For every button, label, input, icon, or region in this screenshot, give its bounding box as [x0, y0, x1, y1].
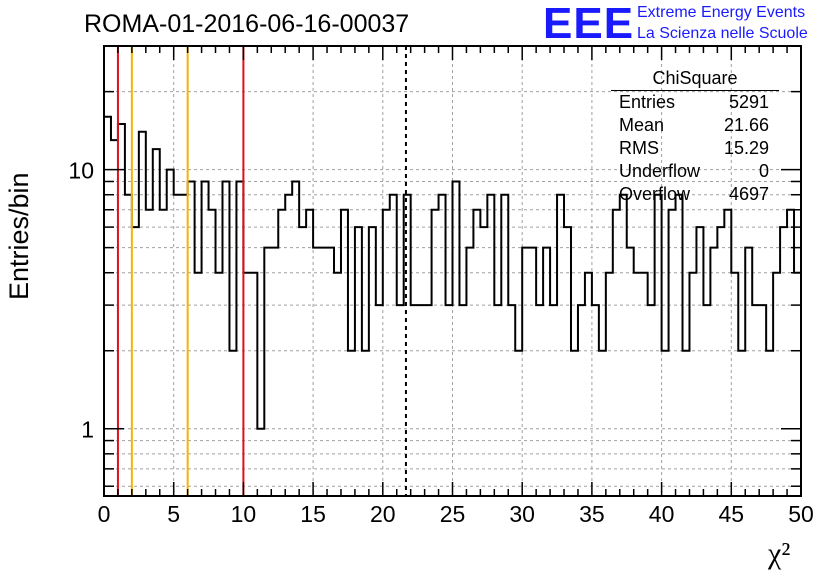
y-axis-label: Entries/bin: [4, 172, 34, 300]
stats-key: RMS: [619, 138, 659, 158]
logo-line-1: Extreme Energy Events: [637, 4, 806, 21]
stats-key: Mean: [619, 115, 665, 135]
plot-title: ROMA-01-2016-06-16-00037: [84, 10, 410, 38]
stats-value: 5291: [728, 92, 769, 112]
stats-title: ChiSquare: [611, 66, 779, 91]
histogram: [104, 115, 801, 430]
y-tick-label: 10: [68, 158, 94, 184]
x-tick-label: 25: [440, 501, 466, 527]
stats-value: 21.66: [723, 115, 769, 135]
stats-key: Overflow: [619, 184, 691, 204]
x-tick-label: 45: [719, 501, 745, 527]
x-tick-label: 40: [649, 501, 675, 527]
stats-value: 0: [758, 161, 769, 181]
logo-line-2: La Scienza nelle Scuole: [637, 25, 808, 42]
stats-value: 15.29: [723, 138, 769, 158]
stats-row-mean: Mean 21.66: [611, 114, 779, 137]
stats-box: ChiSquare Entries 5291 Mean 21.66 RMS 15.29…: [611, 66, 779, 206]
stats-value: 4697: [728, 184, 769, 204]
stats-row-rms: RMS 15.29: [611, 137, 779, 160]
stats-row-underflow: Underflow 0: [611, 160, 779, 183]
x-tick-label: 20: [370, 501, 396, 527]
x-tick-label: 10: [231, 501, 257, 527]
tick-labels: 0 5 10 15 20 25 30 35 40 45 50 1 10: [68, 158, 813, 527]
eee-logo: EEE: [543, 0, 635, 48]
reference-lines: [116, 46, 407, 496]
x-tick-label: 30: [509, 501, 535, 527]
x-tick-label: 15: [300, 501, 326, 527]
logo-text: Extreme Energy Events La Scienza nelle S…: [637, 2, 808, 44]
stats-row-entries: Entries 5291: [611, 91, 779, 114]
axes: [103, 45, 802, 497]
x-axis-label: χ²: [768, 537, 791, 570]
stats-key: Underflow: [619, 161, 701, 181]
x-tick-label: 50: [788, 501, 814, 527]
histogram-outline: [104, 115, 801, 430]
y-tick-label: 1: [81, 417, 94, 443]
stats-key: Entries: [619, 92, 676, 112]
x-tick-label: 5: [167, 501, 180, 527]
stats-row-overflow: Overflow 4697: [611, 183, 779, 206]
x-tick-label: 35: [579, 501, 605, 527]
x-tick-label: 0: [98, 501, 111, 527]
